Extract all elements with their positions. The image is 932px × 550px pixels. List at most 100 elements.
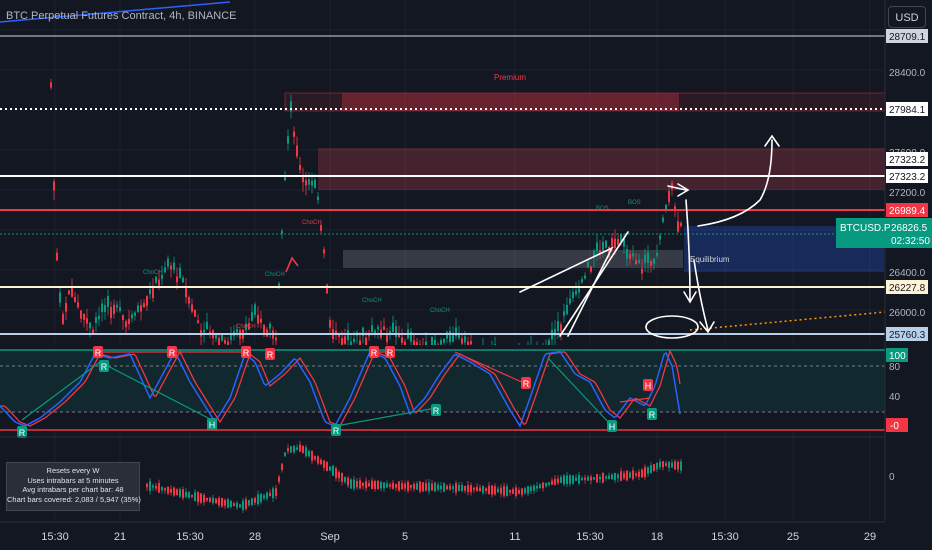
candle [323,246,325,259]
delta-candle [227,497,229,509]
delta-candle [206,497,208,502]
time-scale[interactable] [0,522,932,550]
delta-candle [620,467,622,482]
candle [590,265,592,274]
delta-candle [257,490,259,507]
price-tick: 26400.0 [889,268,926,279]
delta-candle [260,492,262,505]
delta-candle [623,470,625,480]
delta-candle [503,482,505,499]
symbol-label: BTCUSD.P [840,223,891,234]
oscillator-h-marker: H [207,418,217,430]
delta-candle [392,480,394,490]
candle [635,253,637,265]
candle [299,156,301,174]
candle [104,298,106,320]
delta-candle [203,492,205,506]
delta-candle [293,445,295,455]
candle [182,275,184,283]
candle [122,314,124,330]
delta-candle [554,474,556,486]
candle [599,240,601,260]
candle [659,233,661,246]
delta-candle [557,475,559,486]
delta-candle [434,481,436,492]
delta-candle [320,457,322,466]
candle [329,316,331,333]
svg-text:27984.1: 27984.1 [889,105,926,116]
candle [443,338,445,345]
oscillator-r-marker: R [167,346,177,358]
candle [677,211,679,234]
delta-candle [218,495,220,508]
delta-candle [527,485,529,497]
svg-text:26989.4: 26989.4 [889,206,926,217]
delta-candle [461,481,463,493]
delta-candle [323,459,325,471]
delta-candle [605,474,607,481]
delta-candle [380,480,382,492]
candle [230,326,232,345]
delta-candle [167,486,169,496]
currency-button[interactable]: USD [888,6,926,28]
candle [464,330,466,345]
delta-candle [563,473,565,487]
delta-candle [638,469,640,481]
candle [266,327,268,337]
oscillator-r-marker: R [99,360,109,372]
candle [83,313,85,328]
delta-candle [599,474,601,484]
candle [110,301,112,325]
price-label: 28709.1 [886,29,928,43]
delta-candle [629,470,631,479]
price-label: 26227.8 [886,280,928,294]
delta-candle [674,459,676,471]
delta-candle [626,470,628,482]
price-scale[interactable] [885,0,932,522]
delta-candle [470,482,472,496]
candle [320,222,322,234]
candle [644,248,646,272]
delta-candle [164,487,166,495]
countdown-label: 02:32:50 [891,236,930,247]
candle [392,315,394,334]
delta-candle [305,444,307,458]
candle [371,317,373,336]
candle [605,239,607,249]
candle [50,78,52,90]
candle [629,249,631,266]
price-label: 26989.4 [886,203,928,217]
price-label: 27323.2 [886,169,928,183]
delta-candle [521,487,523,498]
oscillator-r-marker: R [93,346,103,358]
delta-candle [536,481,538,493]
candle [71,278,73,299]
delta-candle [452,484,454,493]
candle [446,330,448,344]
delta-candle [485,487,487,495]
candle [131,310,133,323]
candle [155,275,157,285]
svg-text:R: R [169,348,176,358]
delta-candle [539,483,541,489]
candle [638,253,640,264]
delta-candle [176,488,178,496]
delta-candle [413,481,415,492]
candle [194,309,196,317]
oscillator-top-badge-text: 100 [889,351,906,362]
candle [572,286,574,302]
candle [116,301,118,313]
delta-candle [524,486,526,495]
delta-candle [359,477,361,490]
delta-candle [641,468,643,478]
current-price-tag: BTCUSD.P 26826.5 02:32:50 [836,218,932,248]
candle [260,310,262,329]
info-line: Resets every W [46,466,100,475]
candle [137,302,139,313]
delta-candle [422,482,424,493]
oscillator-tick-80: 80 [889,362,901,373]
candle [332,319,334,344]
candle [317,191,319,205]
